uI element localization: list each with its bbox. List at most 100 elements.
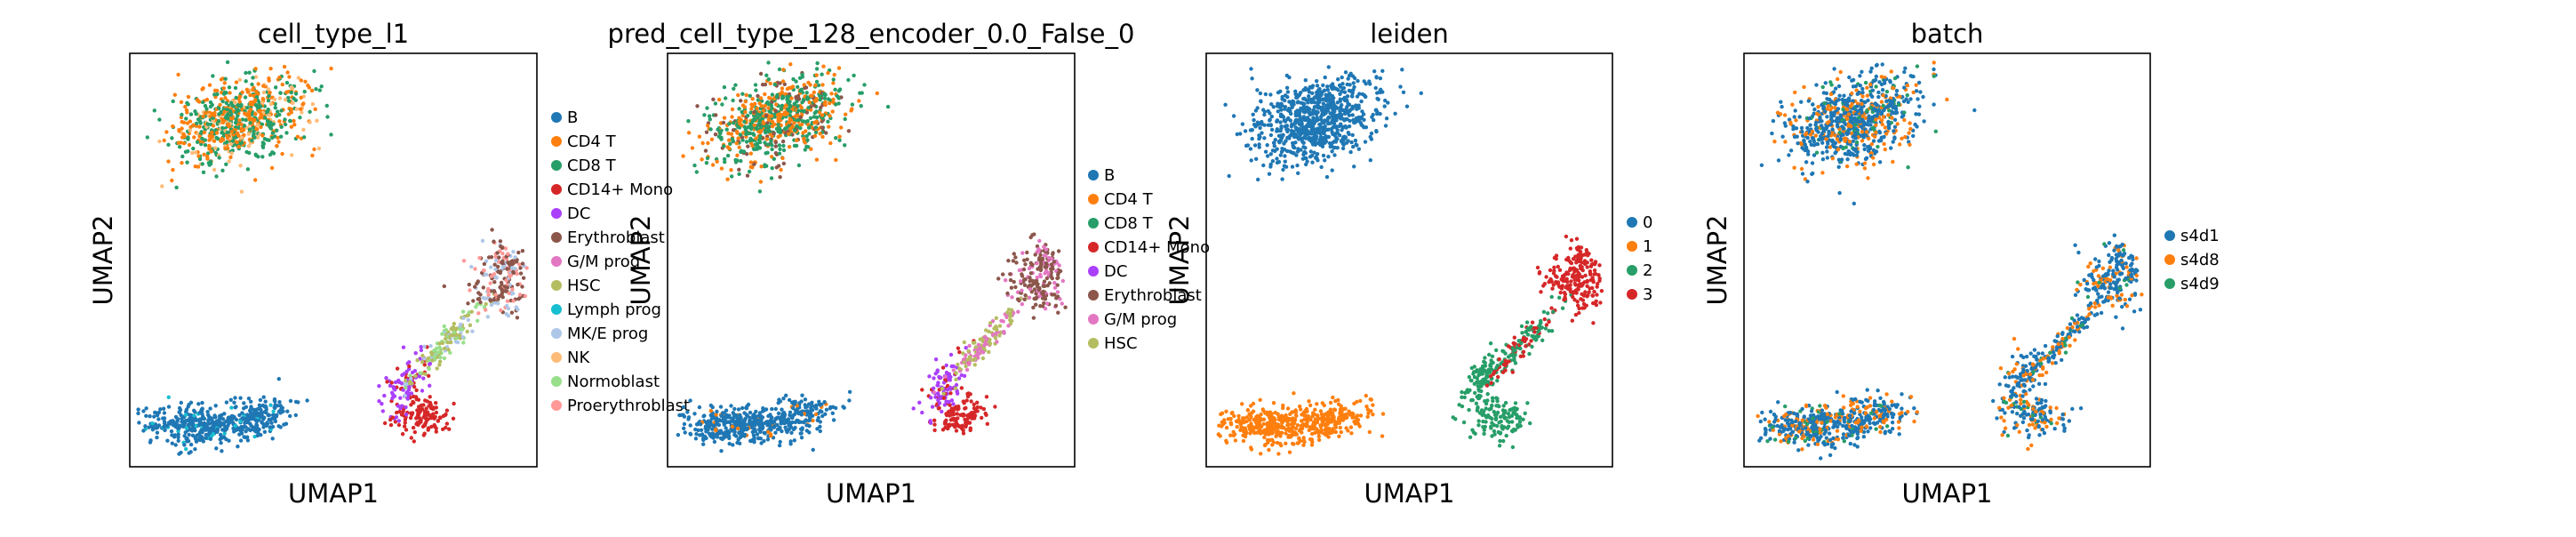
point-cd8-t — [837, 138, 842, 142]
point-b — [243, 421, 247, 425]
point-b — [220, 449, 224, 453]
point-0 — [1268, 132, 1274, 138]
legend-label: Erythroblast — [567, 228, 665, 247]
point-b — [213, 415, 218, 420]
point-cd8-t — [737, 107, 741, 111]
point-cd4-t — [807, 100, 812, 105]
point-1 — [1298, 438, 1303, 444]
point-nk — [316, 146, 322, 151]
point-0 — [1253, 108, 1259, 113]
point-1 — [1232, 413, 1236, 419]
point-cd8-t — [779, 107, 783, 111]
point-0 — [1275, 129, 1279, 133]
point-cd4-t — [312, 147, 316, 152]
point-cd8-t — [228, 108, 233, 114]
point-cd14-mono — [414, 388, 419, 393]
point-0 — [1263, 149, 1268, 154]
point-mk-e-prog — [495, 301, 500, 306]
point-b — [249, 405, 253, 409]
point-0 — [1307, 94, 1311, 99]
point-erythroblast — [713, 132, 718, 137]
point-cd4-t — [254, 89, 259, 94]
point-b — [252, 429, 257, 433]
point-0 — [1370, 115, 1374, 119]
point-cd4-t — [171, 124, 175, 129]
point-0 — [1265, 154, 1270, 158]
point-hsc — [1008, 314, 1012, 318]
point-0 — [1317, 86, 1322, 92]
point-0 — [1362, 93, 1367, 98]
point-0 — [1337, 133, 1342, 138]
point-b — [736, 407, 741, 412]
point-cd8-t — [788, 103, 793, 108]
point-b — [211, 424, 215, 429]
point-b — [277, 400, 282, 405]
point-b — [828, 405, 833, 410]
point-cd8-t — [834, 102, 838, 107]
point-0 — [1386, 100, 1390, 105]
point-b — [141, 429, 146, 433]
point-normoblast — [432, 354, 437, 358]
point-cd8-t — [184, 116, 188, 121]
point-proerythroblast — [477, 255, 482, 260]
point-b — [793, 420, 798, 425]
point-0 — [1308, 149, 1314, 154]
point-nk — [255, 123, 260, 127]
point-0 — [1301, 150, 1307, 155]
point-0 — [1322, 129, 1327, 134]
point-b — [262, 429, 268, 434]
point-proerythroblast — [506, 252, 510, 256]
point-erythroblast — [1023, 262, 1028, 267]
point-0 — [1281, 132, 1285, 138]
point-mk-e-prog — [461, 316, 466, 320]
point-0 — [1362, 117, 1366, 122]
point-cd4-t — [839, 125, 844, 130]
point-0 — [1339, 122, 1343, 126]
point-cd4-t — [214, 131, 220, 135]
point-cd4-t — [806, 123, 811, 127]
point-0 — [1355, 94, 1360, 99]
point-nk — [294, 107, 299, 111]
point-0 — [1304, 162, 1308, 167]
point-cd4-t — [828, 140, 833, 146]
point-dc — [929, 396, 933, 400]
point-0 — [1325, 116, 1331, 121]
point-0 — [1330, 119, 1335, 124]
point-erythroblast — [744, 152, 749, 156]
point-dc — [410, 370, 415, 375]
point-0 — [1319, 164, 1324, 170]
point-0 — [1262, 136, 1267, 140]
point-1 — [1259, 431, 1263, 436]
point-b — [169, 429, 174, 434]
point-mk-e-prog — [403, 381, 407, 387]
point-cd4-t — [837, 134, 842, 139]
point-1 — [1241, 438, 1246, 444]
point-cd4-t — [191, 123, 196, 127]
point-cd8-t — [244, 149, 249, 155]
point-0 — [1321, 153, 1326, 158]
point-cd14-mono — [390, 415, 396, 420]
legend-marker — [1088, 266, 1099, 277]
point-cd8-t — [815, 60, 820, 66]
point-cd4-t — [299, 136, 304, 140]
legend-marker — [551, 352, 562, 363]
point-1 — [1320, 413, 1324, 417]
point-cd14-mono — [959, 386, 964, 390]
point-cd8-t — [265, 119, 270, 124]
point-cd4-t — [204, 97, 210, 102]
point-cd4-t — [812, 133, 818, 139]
point-0 — [1401, 90, 1406, 95]
point-nk — [213, 146, 218, 150]
point-b — [782, 417, 787, 421]
point-erythroblast — [488, 298, 492, 302]
point-1 — [1247, 418, 1252, 422]
point-cd4-t — [734, 130, 740, 134]
point-cd4-t — [754, 136, 758, 140]
point-cd4-t — [772, 122, 777, 127]
point-cd8-t — [201, 170, 206, 174]
point-cd8-t — [180, 154, 185, 159]
point-cd8-t — [208, 100, 213, 105]
point-cd4-t — [247, 117, 252, 122]
point-cd8-t — [204, 107, 209, 111]
point-0 — [1404, 104, 1410, 108]
